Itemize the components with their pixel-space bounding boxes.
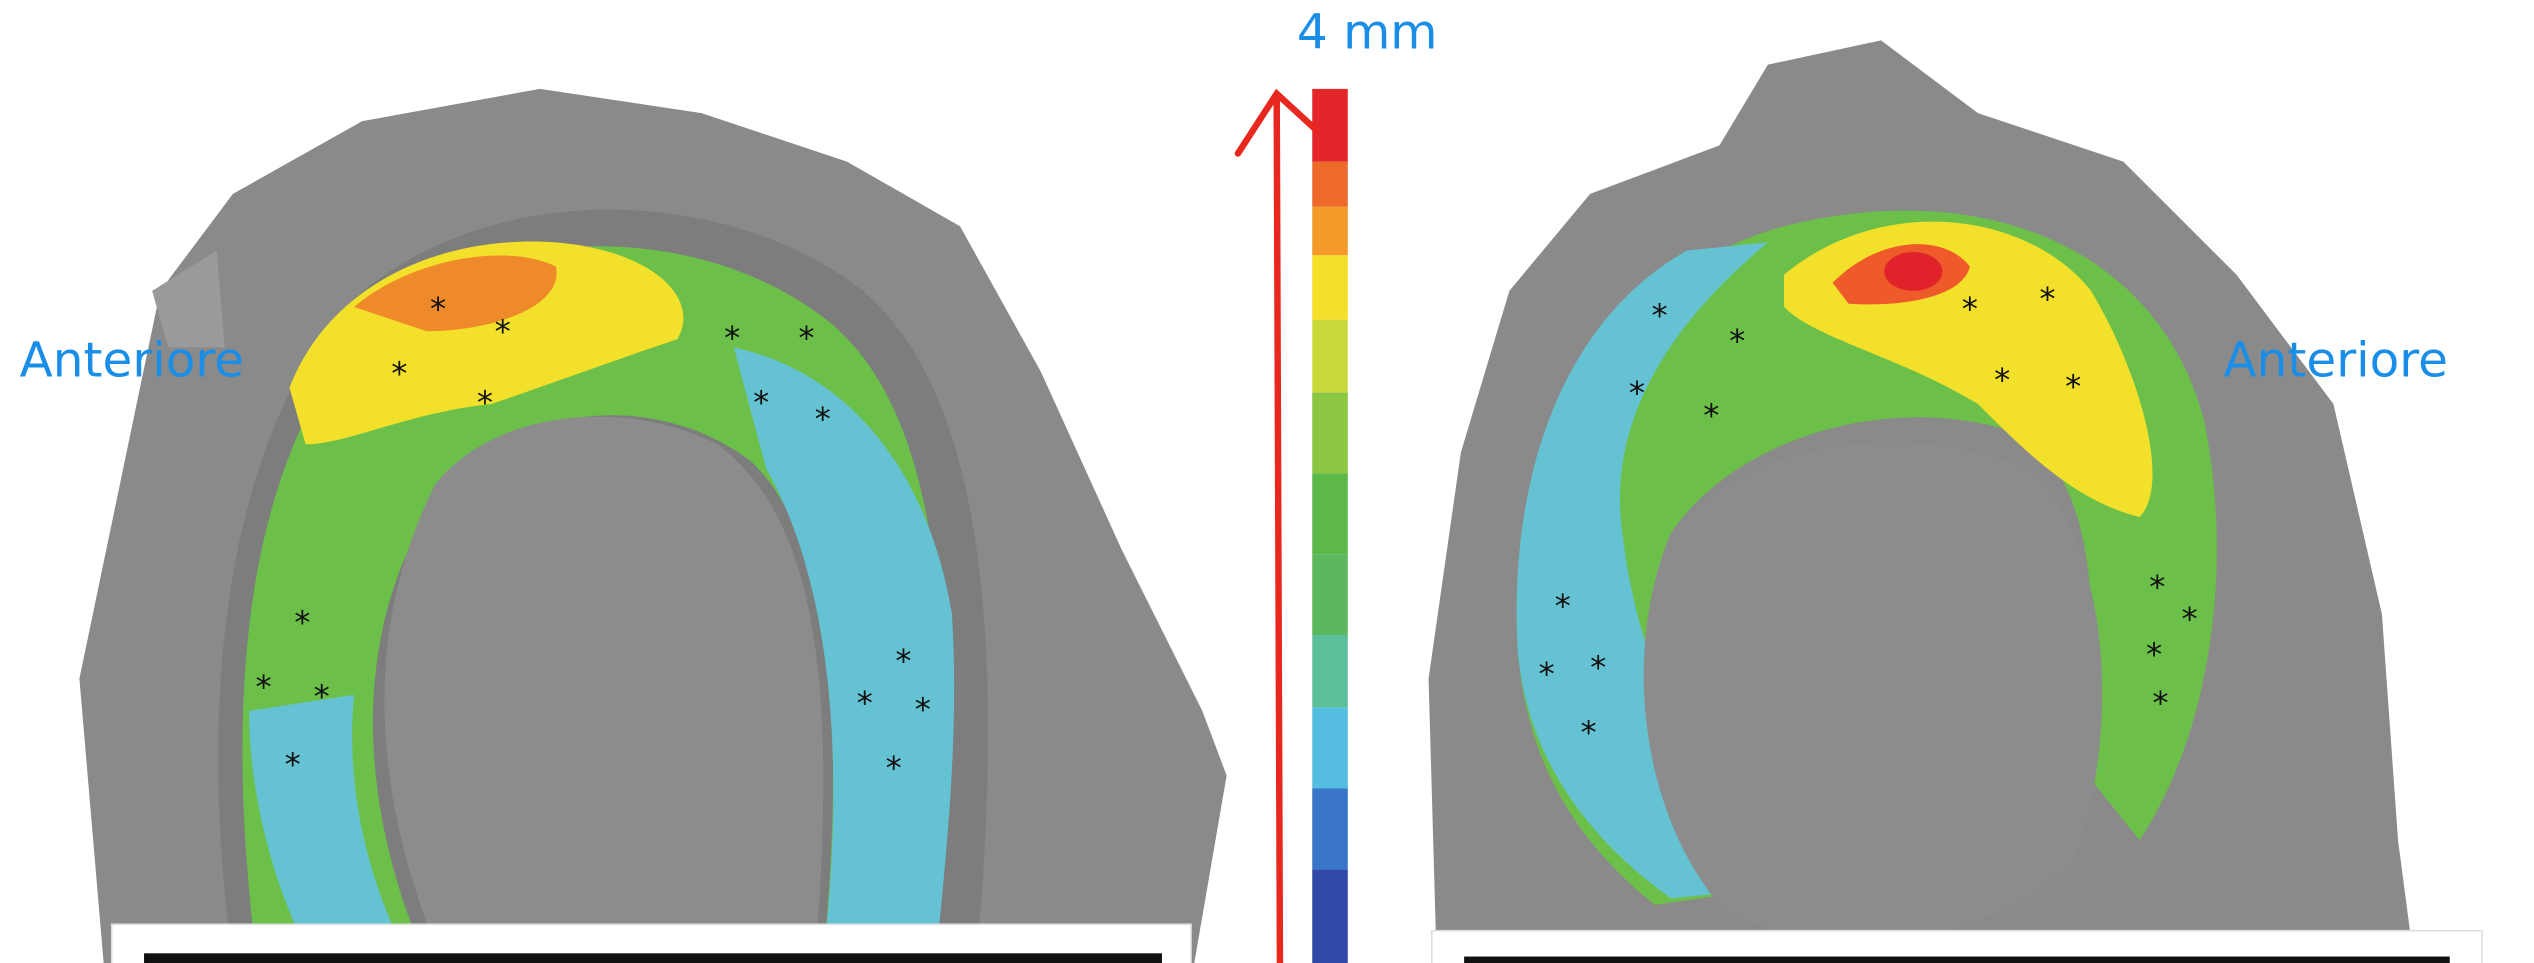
svg-text:*: * (815, 400, 831, 438)
svg-text:*: * (1555, 587, 1571, 625)
scale-arrow (1234, 88, 1319, 963)
svg-text:*: * (1652, 296, 1668, 334)
svg-text:*: * (2152, 684, 2168, 722)
svg-text:*: * (2039, 280, 2055, 318)
svg-text:*: * (314, 678, 330, 716)
svg-text:*: * (1994, 361, 2010, 399)
svg-text:*: * (753, 384, 769, 422)
svg-text:*: * (886, 749, 902, 787)
left-label: Anteriore (20, 332, 244, 388)
svg-text:*: * (2182, 600, 2198, 638)
svg-text:*: * (724, 319, 740, 357)
right-model: **** * ** * ** ** **** (1428, 40, 2483, 963)
svg-text:*: * (2149, 568, 2165, 606)
svg-text:*: * (1629, 374, 1645, 412)
svg-text:*: * (285, 746, 301, 784)
svg-text:*: * (2065, 367, 2081, 405)
svg-text:*: * (430, 290, 446, 328)
color-scale (1312, 88, 1348, 963)
svg-text:*: * (1729, 322, 1745, 360)
svg-text:*: * (895, 642, 911, 680)
svg-text:*: * (1703, 397, 1719, 435)
svg-text:*: * (1590, 649, 1606, 687)
svg-text:*: * (294, 603, 310, 641)
svg-text:*: * (391, 355, 407, 393)
svg-text:*: * (1962, 290, 1978, 328)
left-model: **** * ** * ** ** ** ** (79, 88, 1227, 963)
svg-text:*: * (857, 684, 873, 722)
scale-label: 4 mm (1297, 4, 1438, 60)
svg-text:*: * (256, 668, 272, 706)
svg-text:*: * (495, 313, 511, 351)
svg-text:*: * (477, 384, 493, 422)
svg-text:*: * (1538, 655, 1554, 693)
svg-text:*: * (1580, 713, 1596, 751)
right-label: Anteriore (2224, 332, 2448, 388)
svg-text:*: * (798, 319, 814, 357)
svg-text:*: * (2146, 636, 2162, 674)
svg-text:*: * (915, 691, 931, 729)
